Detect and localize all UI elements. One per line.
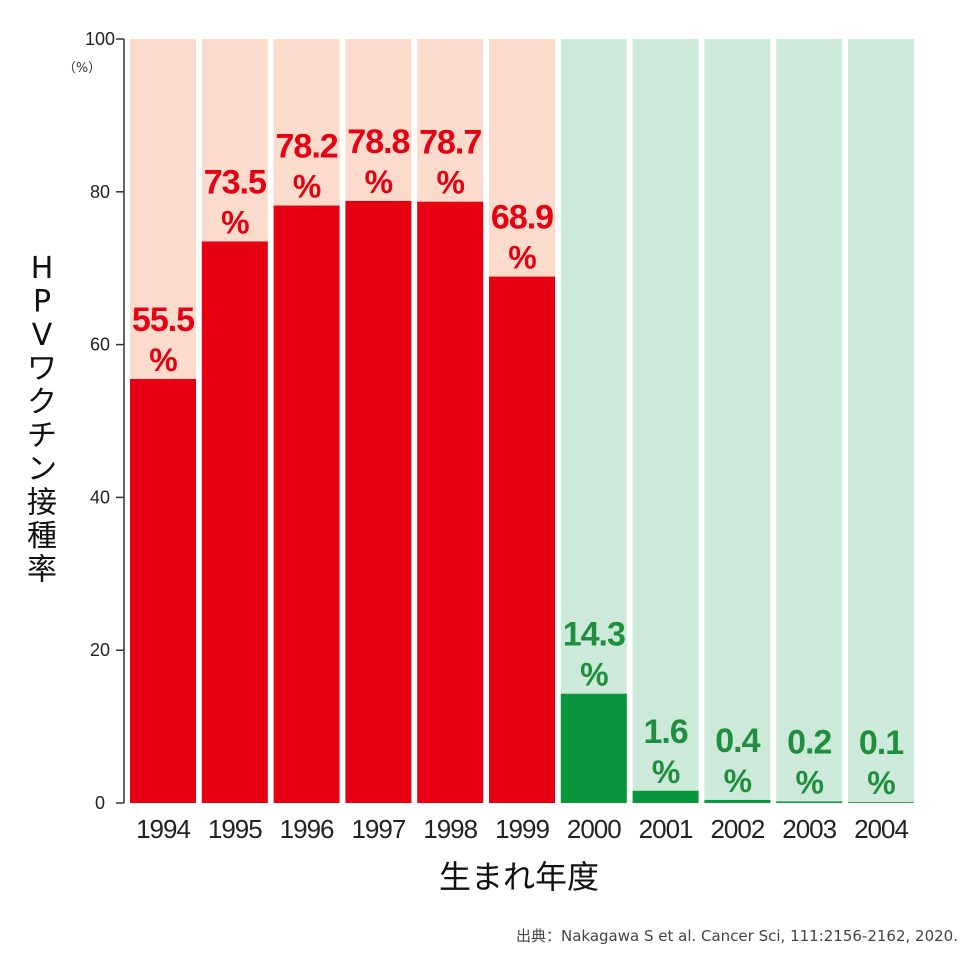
value-suffix-2000: %	[580, 657, 608, 693]
value-suffix-2002: %	[724, 763, 752, 799]
bar-1995	[201, 241, 268, 803]
value-suffix-2001: %	[652, 754, 680, 790]
bar-2002	[704, 799, 771, 803]
value-label-1996: 78.2	[276, 128, 338, 166]
bar-1999	[489, 276, 555, 803]
value-suffix-1999: %	[508, 240, 536, 276]
value-suffix-1997: %	[365, 164, 393, 200]
value-label-1998: 78.7	[419, 124, 481, 162]
bar-1994	[130, 378, 196, 803]
x-tick-2002: 2002	[710, 814, 764, 844]
x-axis-label: 生まれ年度	[439, 858, 599, 896]
x-tick-2001: 2001	[639, 814, 693, 844]
y-axis-label-char: 接	[27, 486, 57, 521]
y-axis-label-char: 率	[27, 553, 57, 588]
bars	[130, 200, 914, 803]
value-label-1994: 55.5	[132, 301, 194, 339]
value-suffix-2003: %	[795, 764, 823, 800]
y-tick-60: 60	[90, 335, 110, 355]
x-tick-1995: 1995	[208, 814, 262, 844]
y-axis: 0 20 40 60 80 100	[85, 29, 125, 813]
y-tick-100: 100	[85, 29, 115, 49]
value-suffix-1996: %	[293, 169, 321, 205]
bar-background-2002	[704, 39, 771, 803]
y-axis-label-char: ク	[27, 385, 57, 420]
y-tick-0: 0	[95, 793, 105, 813]
y-tick-40: 40	[90, 487, 110, 507]
x-tick-1998: 1998	[423, 814, 477, 844]
bar-background-2001	[632, 39, 699, 803]
x-tick-labels: 1994 1995 1996 1997 1998 1999 2000 2001 2002 2003…	[136, 814, 909, 844]
x-tick-2000: 2000	[567, 814, 621, 844]
x-tick-1999: 1999	[495, 814, 549, 844]
y-axis-label-char: ン	[27, 452, 57, 487]
value-label-1999: 68.9	[491, 199, 553, 237]
y-axis-label-char: チ	[27, 419, 57, 454]
value-suffix-1994: %	[149, 342, 177, 378]
y-axis-label-char: P	[33, 285, 51, 320]
x-tick-1997: 1997	[351, 814, 405, 844]
value-label-1995: 73.5	[204, 163, 266, 201]
y-axis-label-char: ワ	[27, 352, 57, 387]
bar-2000	[560, 693, 627, 803]
value-suffix-2004: %	[867, 765, 895, 801]
bar-2001	[632, 790, 699, 803]
y-axis-label-char: V	[32, 318, 53, 353]
y-tick-80: 80	[90, 182, 110, 202]
value-suffix-1995: %	[221, 204, 249, 240]
value-label-2002: 0.4	[715, 722, 760, 760]
bar-2003	[776, 801, 843, 803]
value-suffix-1998: %	[436, 165, 464, 201]
bar-1998	[417, 201, 484, 803]
source-citation: 出典：Nakagawa S et al. Cancer Sci, 111:215…	[516, 927, 958, 945]
x-tick-2003: 2003	[782, 814, 836, 844]
bar-1997	[345, 200, 412, 803]
y-tick-20: 20	[90, 640, 110, 660]
bar-background-2004	[848, 39, 914, 803]
value-label-2003: 0.2	[787, 723, 831, 761]
x-tick-2004: 2004	[854, 814, 908, 844]
bar-1996	[273, 205, 340, 803]
y-axis-label-char: H	[31, 251, 54, 286]
value-label-2000: 14.3	[563, 616, 625, 654]
y-axis-unit: （%）	[63, 61, 101, 76]
bar-background-2003	[776, 39, 843, 803]
bar-2004	[848, 802, 914, 803]
value-label-1997: 78.8	[347, 123, 409, 161]
bar-background-2000	[560, 39, 627, 803]
y-axis-label-char: 種	[27, 519, 57, 554]
value-label-2001: 1.6	[643, 713, 687, 751]
x-tick-1996: 1996	[280, 814, 334, 844]
x-tick-1994: 1994	[136, 814, 190, 844]
value-labels: 55.5%73.5%78.2%78.8%78.7%68.9%14.3%1.6%0…	[132, 123, 904, 801]
value-label-2004: 0.1	[859, 724, 903, 762]
